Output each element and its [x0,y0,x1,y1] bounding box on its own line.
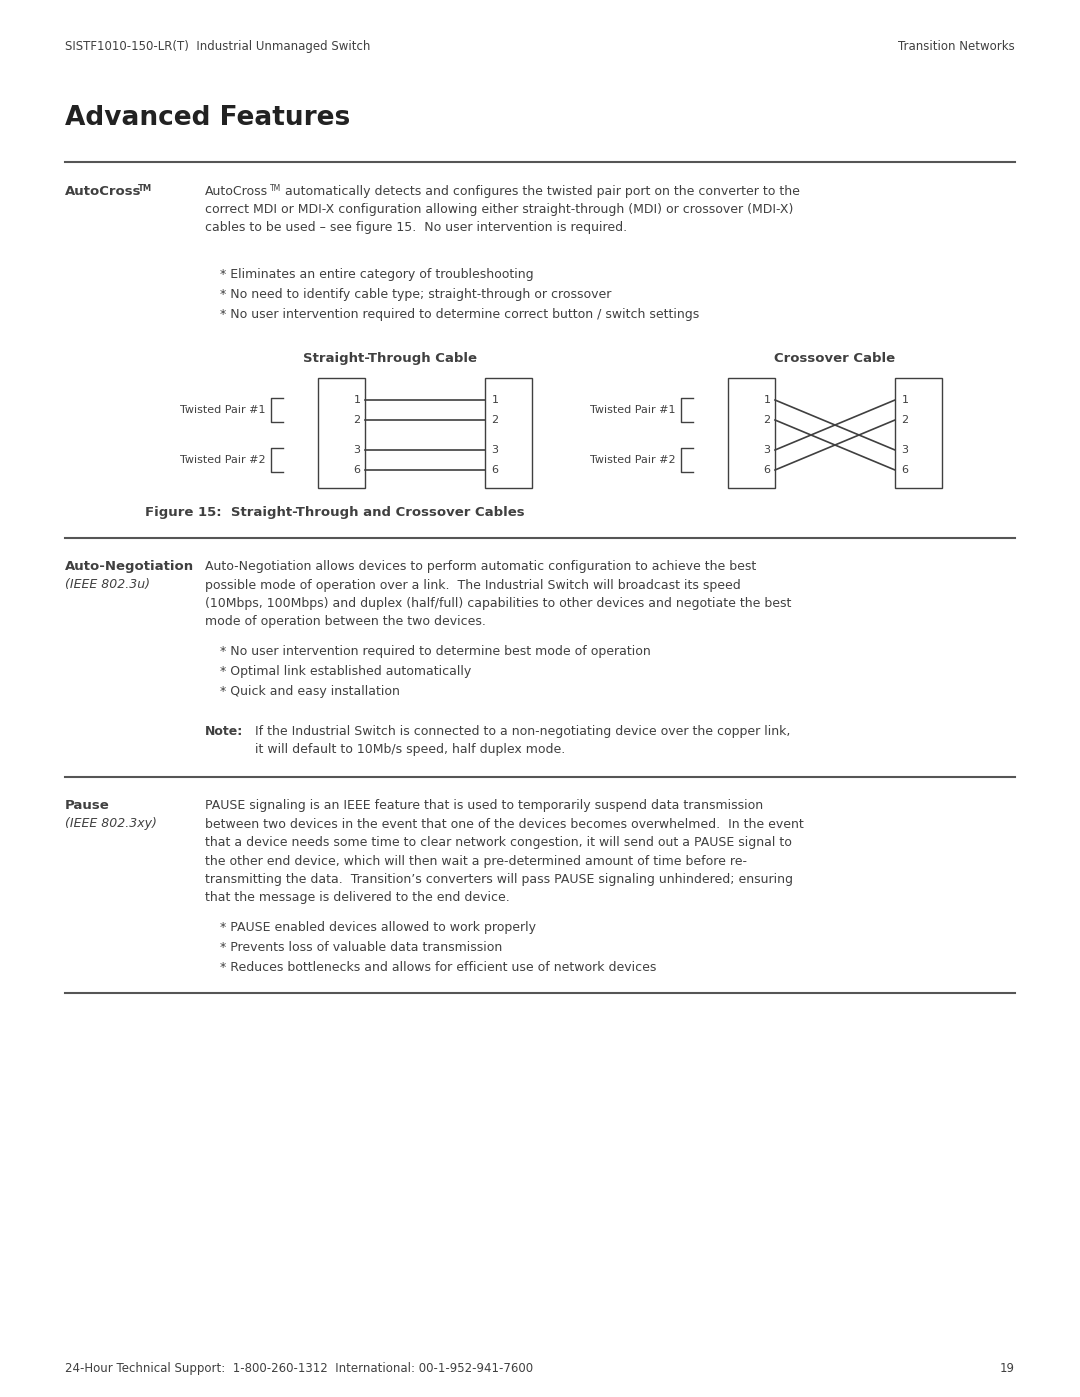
Text: 2: 2 [491,415,499,425]
Text: 6: 6 [902,465,908,475]
Text: AutoCross: AutoCross [205,184,268,198]
Text: SISTF1010-150-LR(T)  Industrial Unmanaged Switch: SISTF1010-150-LR(T) Industrial Unmanaged… [65,41,370,53]
Text: correct MDI or MDI-X configuration allowing either straight-through (MDI) or cro: correct MDI or MDI-X configuration allow… [205,203,794,217]
Text: PAUSE signaling is an IEEE feature that is used to temporarily suspend data tran: PAUSE signaling is an IEEE feature that … [205,799,804,904]
Text: 2: 2 [764,415,770,425]
Bar [895,379,942,488]
Text: 6: 6 [353,465,361,475]
Text: Auto-Negotiation: Auto-Negotiation [65,560,194,573]
Text: 19: 19 [1000,1362,1015,1375]
Text: cables to be used – see figure 15.  No user intervention is required.: cables to be used – see figure 15. No us… [205,221,627,235]
Text: * No need to identify cable type; straight-through or crossover: * No need to identify cable type; straig… [220,288,611,300]
Text: 3: 3 [491,446,499,455]
Text: * PAUSE enabled devices allowed to work properly: * PAUSE enabled devices allowed to work … [220,921,536,935]
Bar [485,379,532,488]
Text: 1: 1 [902,395,908,405]
Text: Twisted Pair #1: Twisted Pair #1 [180,405,266,415]
Text: Twisted Pair #2: Twisted Pair #2 [180,455,266,465]
Text: * No user intervention required to determine best mode of operation: * No user intervention required to deter… [220,645,651,658]
Text: 1: 1 [491,395,499,405]
Text: 3: 3 [902,446,908,455]
Text: 6: 6 [491,465,499,475]
Text: 2: 2 [902,415,908,425]
Text: * Prevents loss of valuable data transmission: * Prevents loss of valuable data transmi… [220,942,502,954]
Text: it will default to 10Mb/s speed, half duplex mode.: it will default to 10Mb/s speed, half du… [255,743,565,756]
Text: 1: 1 [764,395,770,405]
Text: If the Industrial Switch is connected to a non-negotiating device over the coppe: If the Industrial Switch is connected to… [255,725,791,738]
Text: 6: 6 [764,465,770,475]
Text: 3: 3 [764,446,770,455]
Text: (IEEE 802.3u): (IEEE 802.3u) [65,578,150,591]
Text: Twisted Pair #1: Twisted Pair #1 [591,405,676,415]
Text: * Reduces bottlenecks and allows for efficient use of network devices: * Reduces bottlenecks and allows for eff… [220,961,657,974]
Text: 2: 2 [353,415,361,425]
Text: Auto-Negotiation allows devices to perform automatic configuration to achieve th: Auto-Negotiation allows devices to perfo… [205,560,792,629]
Text: (IEEE 802.3xy): (IEEE 802.3xy) [65,817,157,830]
Bar [728,379,775,488]
Text: Straight-Through Cable: Straight-Through Cable [303,352,477,365]
Text: * Eliminates an entire category of troubleshooting: * Eliminates an entire category of troub… [220,268,534,281]
Text: AutoCross: AutoCross [65,184,141,198]
Text: Twisted Pair #2: Twisted Pair #2 [591,455,676,465]
Text: TM: TM [138,184,152,193]
Text: * Quick and easy installation: * Quick and easy installation [220,685,400,698]
Text: Transition Networks: Transition Networks [899,41,1015,53]
Text: * Optimal link established automatically: * Optimal link established automatically [220,665,471,678]
Text: Note:: Note: [205,725,243,738]
Text: TM: TM [270,184,281,193]
Text: 1: 1 [353,395,361,405]
Text: * No user intervention required to determine correct button / switch settings: * No user intervention required to deter… [220,307,699,321]
Text: 24-Hour Technical Support:  1-800-260-1312  International: 00-1-952-941-7600: 24-Hour Technical Support: 1-800-260-131… [65,1362,534,1375]
Text: automatically detects and configures the twisted pair port on the converter to t: automatically detects and configures the… [281,184,800,198]
Text: 3: 3 [353,446,361,455]
Text: Crossover Cable: Crossover Cable [774,352,895,365]
Text: Advanced Features: Advanced Features [65,105,350,131]
Text: Figure 15:  Straight-Through and Crossover Cables: Figure 15: Straight-Through and Crossove… [145,506,525,520]
Bar [318,379,365,488]
Text: Pause: Pause [65,799,110,812]
